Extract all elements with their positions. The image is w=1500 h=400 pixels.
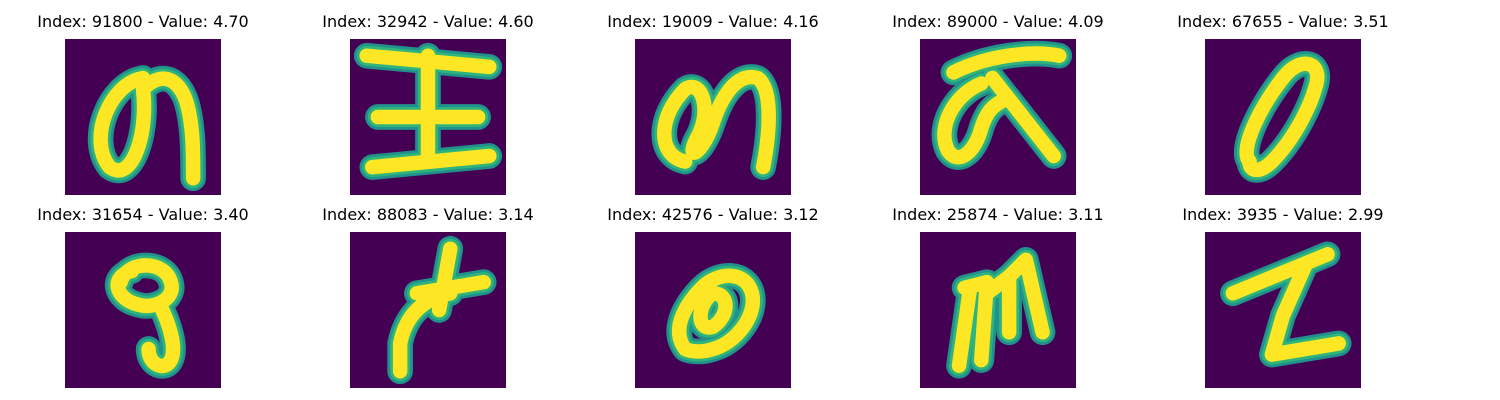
digit-image <box>635 39 791 195</box>
glyph-drawing <box>353 42 503 180</box>
glyph-drawing <box>931 40 1073 170</box>
digit-image <box>350 232 506 388</box>
panel-title: Index: 42576 - Value: 3.12 <box>607 205 819 224</box>
panel-title: Index: 91800 - Value: 4.70 <box>37 12 249 31</box>
glyph-drawing <box>387 235 497 385</box>
panel: Index: 31654 - Value: 3.40 <box>0 203 286 393</box>
panel: Index: 3935 - Value: 2.99 <box>1140 203 1426 393</box>
panel-title: Index: 25874 - Value: 3.11 <box>892 205 1104 224</box>
digit-image <box>65 39 221 195</box>
panel: Index: 42576 - Value: 3.12 <box>570 203 856 393</box>
glyph-drawing <box>105 252 186 379</box>
glyph-drawing <box>1233 51 1331 183</box>
panel-title: Index: 19009 - Value: 4.16 <box>607 12 819 31</box>
digit-image <box>1205 232 1361 388</box>
digit-image <box>1205 39 1361 195</box>
panel-title: Index: 32942 - Value: 4.60 <box>322 12 534 31</box>
panel: Index: 32942 - Value: 4.60 <box>285 10 571 200</box>
panel: Index: 91800 - Value: 4.70 <box>0 10 286 200</box>
glyph-drawing <box>1220 241 1352 368</box>
glyph-drawing <box>87 65 206 192</box>
digit-image <box>350 39 506 195</box>
panel: Index: 19009 - Value: 4.16 <box>570 10 856 200</box>
panel-title: Index: 3935 - Value: 2.99 <box>1182 205 1384 224</box>
digit-image <box>65 232 221 388</box>
digit-image <box>920 232 1076 388</box>
panel: Index: 25874 - Value: 3.11 <box>855 203 1141 393</box>
glyph-drawing <box>946 247 1056 379</box>
glyph-drawing <box>666 263 766 365</box>
digit-image <box>920 39 1076 195</box>
digit-image <box>635 232 791 388</box>
panel-title: Index: 67655 - Value: 3.51 <box>1177 12 1389 31</box>
panel: Index: 88083 - Value: 3.14 <box>285 203 571 393</box>
panel-title: Index: 31654 - Value: 3.40 <box>37 205 249 224</box>
glyph-drawing <box>651 64 782 180</box>
panel-title: Index: 89000 - Value: 4.09 <box>892 12 1104 31</box>
panel: Index: 89000 - Value: 4.09 <box>855 10 1141 200</box>
panel-title: Index: 88083 - Value: 3.14 <box>322 205 534 224</box>
panel: Index: 67655 - Value: 3.51 <box>1140 10 1426 200</box>
